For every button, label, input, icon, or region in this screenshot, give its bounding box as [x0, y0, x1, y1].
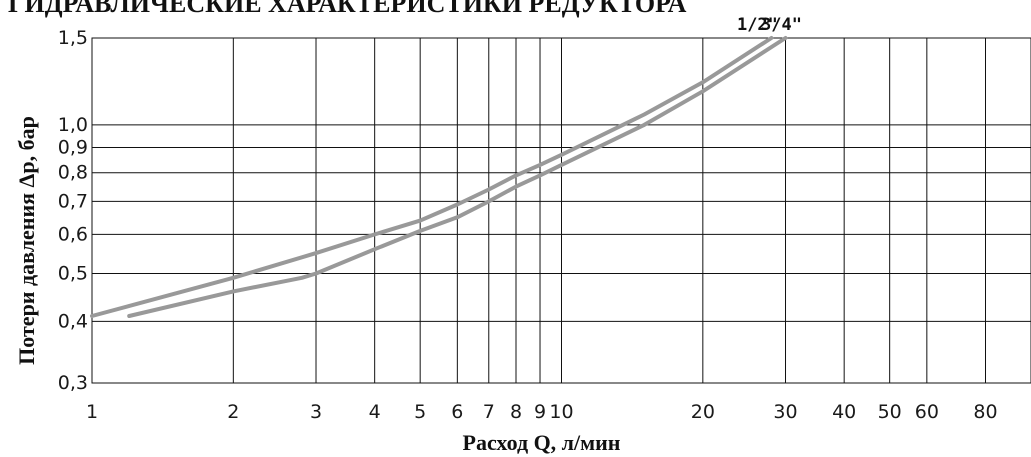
- chart-grid: [91, 37, 1031, 384]
- series-line-2: [127, 36, 788, 318]
- series-line-1: [90, 36, 774, 318]
- y-tick-label: 0,3: [58, 372, 88, 394]
- x-tick-label: 6: [451, 401, 463, 423]
- x-tick-label: 3: [310, 401, 322, 423]
- x-tick-label: 2: [227, 401, 239, 423]
- y-tick-label: 0,9: [58, 137, 88, 159]
- x-tick-labels: 1 2 3 4 5 6 7 8 9 10 20 30 40 50 60 80: [86, 401, 998, 423]
- y-tick-label: 0,5: [58, 262, 88, 284]
- y-tick-label: 0,8: [58, 162, 88, 184]
- x-tick-label: 40: [832, 401, 856, 423]
- series-layer: 1/2"3/4": [90, 15, 802, 318]
- y-tick-label: 1,5: [58, 27, 88, 49]
- y-axis-title: Потери давления Δр, бар: [14, 116, 39, 365]
- y-tick-label: 0,6: [58, 223, 88, 245]
- series-label-1: 1/2": [737, 15, 778, 35]
- y-tick-labels: 0,3 0,4 0,5 0,6 0,7 0,8 0,91,0 1,5: [58, 27, 88, 394]
- y-tick-label: 0,7: [58, 190, 88, 212]
- chart-title: ГИДРАВЛИЧЕСКИЕ ХАРАКТЕРИСТИКИ РЕДУКТОРА: [8, 0, 687, 18]
- x-tick-label: 20: [691, 401, 715, 423]
- x-tick-label: 5: [414, 401, 426, 423]
- x-tick-label: 7: [483, 401, 495, 423]
- x-tick-label: 50: [878, 401, 902, 423]
- x-tick-label: 8: [510, 401, 522, 423]
- x-tick-label: 10: [549, 401, 573, 423]
- x-tick-label: 4: [369, 401, 381, 423]
- x-tick-label: 9: [534, 401, 546, 423]
- y-tick-label: 1,0: [58, 114, 88, 136]
- x-tick-label: 1: [86, 401, 98, 423]
- x-tick-label: 60: [915, 401, 939, 423]
- x-tick-label: 80: [973, 401, 997, 423]
- series-label-2: 3/4": [761, 15, 802, 35]
- x-axis-title: Расход Q, л/мин: [463, 430, 621, 455]
- x-tick-label: 30: [773, 401, 797, 423]
- y-tick-label: 0,4: [58, 310, 88, 332]
